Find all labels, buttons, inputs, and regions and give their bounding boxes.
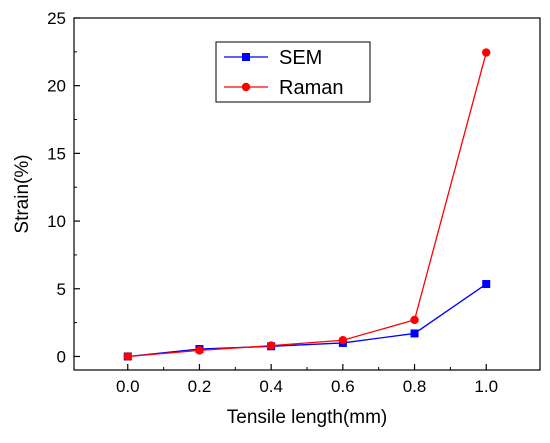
data-point-raman — [266, 341, 276, 350]
x-tick-label: 0.8 — [403, 377, 427, 396]
legend-label-raman: Raman — [279, 77, 343, 99]
legend-marker-raman — [241, 82, 251, 92]
y-tick-label: 10 — [47, 212, 66, 231]
y-axis-title: Strain(%) — [12, 154, 33, 233]
y-tick-label: 25 — [47, 9, 66, 28]
x-tick-label: 0.2 — [188, 377, 212, 396]
legend-label-sem: SEM — [279, 47, 322, 69]
x-tick-label: 1.0 — [474, 377, 498, 396]
x-axis-ticks: 0.0 0.2 0.4 0.6 0.8 1.0 — [116, 364, 498, 396]
data-point-raman — [482, 48, 491, 57]
data-point-raman — [338, 336, 348, 345]
legend: SEM Raman — [215, 41, 371, 103]
data-point-sem — [410, 329, 419, 338]
x-tick-label: 0.4 — [259, 377, 283, 396]
series-line-sem — [127, 283, 487, 358]
legend-box — [215, 41, 371, 103]
legend-marker-sem — [242, 53, 250, 61]
data-point-raman — [410, 315, 419, 325]
y-tick-label: 0 — [57, 347, 66, 366]
y-tick-label: 15 — [47, 144, 66, 163]
y-tick-label: 5 — [57, 280, 66, 299]
x-tick-label: 0.6 — [331, 377, 355, 396]
data-point-sem — [482, 280, 491, 289]
data-point-raman — [195, 346, 204, 355]
y-tick-label: 20 — [47, 77, 66, 96]
x-tick-label: 0.0 — [116, 377, 140, 396]
y-axis-ticks: 0 5 10 15 20 25 — [47, 9, 80, 366]
series-layer — [123, 48, 491, 361]
x-axis-title: Tensile length(mm) — [227, 407, 388, 428]
series-line-raman — [127, 52, 487, 358]
data-point-raman — [123, 352, 132, 361]
